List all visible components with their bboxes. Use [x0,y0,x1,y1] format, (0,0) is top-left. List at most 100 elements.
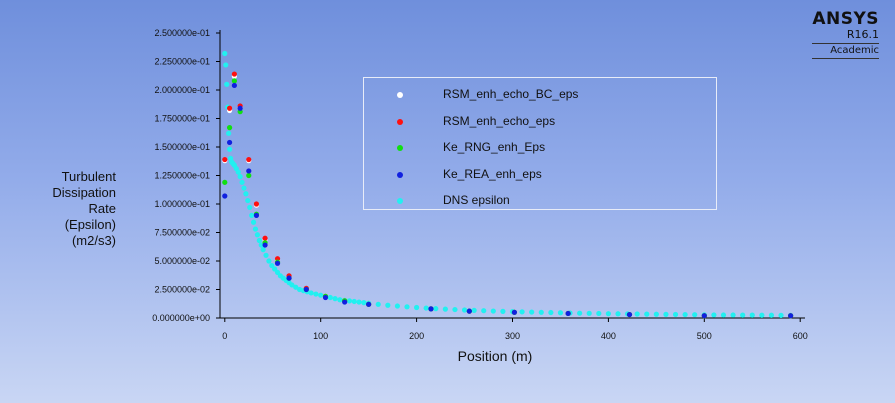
legend-marker [397,145,403,151]
data-point [740,312,746,318]
y-tick-label: 5.000000e-02 [154,256,210,266]
data-point [471,307,477,313]
data-point [246,168,252,174]
data-point [452,306,458,313]
data-point [615,311,621,317]
data-point [428,306,434,312]
data-point [557,310,564,316]
data-point [241,185,247,191]
y-axis-title: Turbulent Dissipation Rate (Epsilon) (m2… [14,169,116,249]
data-point [224,81,230,87]
data-point [318,292,324,298]
data-point [223,62,229,68]
data-point [361,300,367,306]
legend-marker [397,92,403,98]
y-tick-label: 1.250000e-01 [154,171,210,181]
data-point [293,284,299,290]
x-tick-label: 100 [313,331,328,341]
legend-item: RSM_enh_echo_eps [364,109,716,135]
data-point [394,303,401,309]
data-point [226,105,233,111]
ansys-logo: ANSYS R16.1 Academic [812,10,879,59]
data-point [356,299,362,305]
data-point [313,291,319,297]
data-point [644,311,650,317]
data-point [235,169,241,175]
y-axis-title-line: Dissipation [52,185,116,200]
legend-label: Ke_REA_enh_eps [443,167,542,181]
data-point [442,306,448,312]
data-point [385,302,391,308]
data-point [226,146,233,152]
legend-label: RSM_enh_echo_BC_eps [443,87,579,101]
data-point [250,219,257,225]
data-point [538,309,544,315]
legend-label: Ke_RNG_enh_Eps [443,140,546,154]
data-point [246,156,252,163]
data-point [500,308,506,314]
data-point [730,312,736,318]
data-point [226,130,232,136]
data-point [254,232,261,238]
legend-marker [397,198,403,204]
data-point [433,306,439,312]
legend-item: Ke_REA_enh_eps [364,162,716,188]
data-point [308,290,314,296]
y-tick-label: 1.500000e-01 [154,142,210,152]
x-tick-label: 600 [793,331,808,341]
data-point [692,312,698,318]
legend-label: DNS epsilon [443,193,510,207]
data-point [682,311,688,318]
data-point [466,308,472,314]
y-axis-title-line: Rate [88,201,116,216]
data-point [231,71,237,77]
data-point [253,201,260,207]
data-point [653,311,659,317]
edition-label: Academic [812,44,879,59]
y-tick-label: 7.500000e-02 [154,228,210,238]
data-point [226,125,233,131]
data-point [337,297,343,303]
brand-name: ANSYS [812,9,879,29]
data-point [519,309,525,315]
data-point [231,78,237,84]
data-point [237,174,243,180]
y-tick-label: 2.250000e-01 [154,57,210,67]
data-point [266,258,272,264]
data-point [634,311,640,317]
legend: RSM_enh_echo_BC_eps RSM_enh_echo_eps Ke_… [363,77,717,210]
x-tick-label: 300 [505,331,520,341]
data-point [249,212,255,218]
data-point [260,247,266,253]
data-point [222,50,228,57]
data-point [490,308,496,314]
data-point [701,313,707,319]
data-point [231,82,237,89]
version-label: R16.1 [812,28,879,44]
data-point [327,294,333,301]
y-axis-title-line: (m2/s3) [71,233,116,248]
data-point [239,179,245,185]
y-tick-label: 2.500000e-02 [154,285,210,295]
data-point [778,312,784,318]
data-point [274,269,281,275]
data-point [672,311,679,318]
data-point [262,235,268,241]
data-point [246,172,252,179]
data-point [253,212,260,218]
data-point [511,309,518,315]
data-point [404,304,410,310]
data-point [461,307,468,313]
data-point [605,311,612,317]
data-point [529,309,535,315]
y-axis-title-line: (Epsilon) [64,217,116,232]
x-axis-title: Position (m) [457,348,533,364]
data-point [788,313,794,319]
data-point [768,312,775,318]
data-point [548,309,554,316]
data-point [711,312,717,318]
data-point [256,237,262,244]
data-point [269,262,275,269]
data-point [258,242,264,248]
